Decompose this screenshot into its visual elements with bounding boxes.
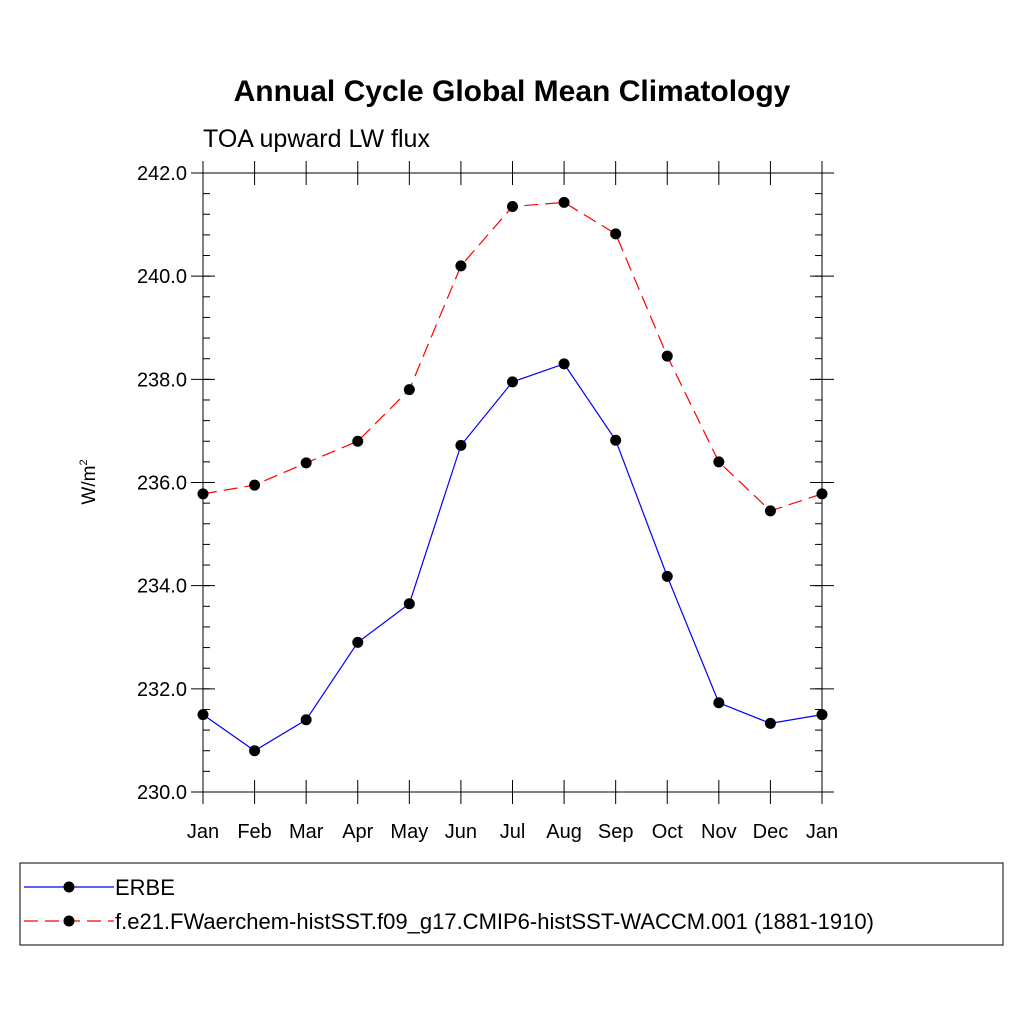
legend-marker-1 <box>63 881 75 893</box>
x-tick-label: Feb <box>237 821 271 843</box>
chart-subtitle: TOA upward LW flux <box>203 125 430 153</box>
legend: ERBE f.e21.FWaerchem-histSST.f09_g17.CMIP… <box>19 862 1004 946</box>
series-line-2 <box>202 201 823 512</box>
y-axis-label: W/m2 <box>78 459 100 504</box>
x-tick-label: Oct <box>652 821 684 843</box>
series-2-point <box>507 201 518 213</box>
legend-label-2: f.e21.FWaerchem-histSST.f09_g17.CMIP6-hi… <box>115 909 874 934</box>
y-tick-label: 236.0 <box>137 473 187 495</box>
x-tick-label: May <box>390 821 428 843</box>
series-2-point <box>713 456 725 468</box>
series-1-point <box>764 717 776 729</box>
series-2-point <box>352 435 364 447</box>
y-tick-label: 234.0 <box>137 576 187 598</box>
x-tick-label: Aug <box>546 821 582 843</box>
x-tick-label: Jul <box>500 821 526 843</box>
series-line-1 <box>202 363 823 752</box>
x-tick-label: Dec <box>753 821 789 843</box>
series-1-point <box>197 709 209 721</box>
series-2-point <box>816 488 828 500</box>
series-2-point <box>455 260 467 272</box>
series-2-point <box>197 488 209 500</box>
legend-marker-2 <box>63 915 75 927</box>
series-1-point <box>558 358 570 370</box>
y-tick-label: 238.0 <box>137 369 187 391</box>
x-tick-label: Apr <box>342 821 373 843</box>
y-tick-label: 240.0 <box>137 266 187 288</box>
series-1-point <box>352 636 364 648</box>
series-2-point <box>610 228 622 240</box>
series-1-point <box>816 709 828 721</box>
x-tick-label: Mar <box>289 821 324 843</box>
series-2-point <box>403 384 415 396</box>
series-2-point <box>300 457 312 469</box>
series-1-point <box>300 714 312 726</box>
legend-box <box>19 862 1004 946</box>
legend-label-1: ERBE <box>115 875 175 900</box>
x-tick-label: Sep <box>598 821 634 843</box>
series-2-point <box>661 350 673 362</box>
series-1-point <box>661 570 673 582</box>
series-1-point <box>713 697 725 709</box>
series-1-point <box>610 434 622 446</box>
axes: Jan Feb Mar Apr May Jun Jul Aug Sep Oct Nov Dec Jan2… <box>137 161 838 843</box>
series-1-point <box>249 745 261 757</box>
y-tick-label: 230.0 <box>137 782 187 804</box>
x-tick-label: Jan <box>806 821 838 843</box>
series-layer <box>197 196 828 757</box>
y-tick-label: 232.0 <box>137 679 187 701</box>
x-tick-label: Jun <box>445 821 477 843</box>
series-2-point <box>249 479 261 491</box>
x-tick-label: Nov <box>701 821 737 843</box>
series-1-point <box>403 598 415 610</box>
y-tick-label: 242.0 <box>137 163 187 185</box>
x-tick-label: Jan <box>187 821 219 843</box>
series-2-point <box>558 196 570 208</box>
plot-frame <box>202 172 823 793</box>
series-2-point <box>764 505 776 517</box>
series-1-point <box>507 376 518 388</box>
chart-title: Annual Cycle Global Mean Climatology <box>234 75 791 108</box>
series-1-point <box>455 439 467 451</box>
